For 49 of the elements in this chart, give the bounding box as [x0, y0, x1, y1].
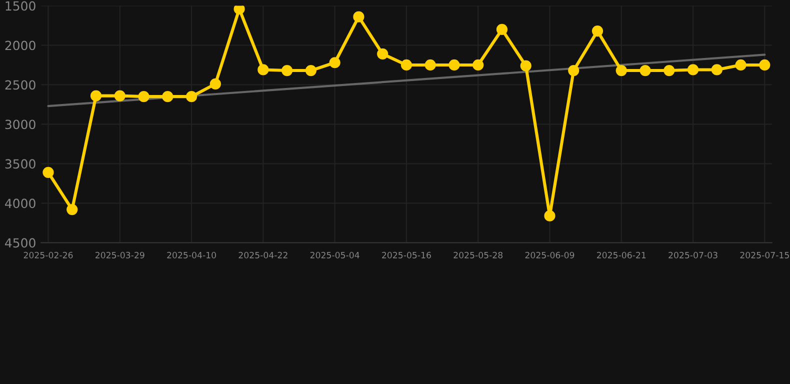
- point: [520, 60, 532, 72]
- point: [759, 59, 770, 71]
- x-tick-label: 2025-07-15: [740, 252, 789, 258]
- point: [90, 90, 102, 102]
- x-tick-label: 2025-07-03: [668, 252, 718, 258]
- point: [258, 64, 269, 76]
- point: [162, 91, 174, 102]
- point: [544, 210, 556, 222]
- point: [472, 59, 484, 71]
- x-tick-label: 2025-03-29: [95, 252, 144, 258]
- point: [42, 166, 54, 178]
- point: [592, 25, 604, 37]
- x-tick-label: 2025-05-16: [382, 252, 431, 258]
- point: [640, 64, 651, 76]
- point: [329, 57, 340, 68]
- point: [424, 59, 436, 71]
- point: [496, 24, 508, 36]
- point: [687, 64, 699, 76]
- x-tick-label: 2025-02-26: [24, 252, 73, 258]
- point: [664, 64, 675, 76]
- y-tick-label: 3500: [5, 159, 36, 169]
- point: [138, 91, 150, 102]
- point: [281, 64, 293, 76]
- point: [568, 64, 580, 76]
- y-tick-label: 4500: [5, 238, 36, 248]
- x-tick-label: 2025-06-09: [525, 252, 574, 258]
- x-tick-label: 2025-04-10: [167, 252, 216, 258]
- x-tick-label: 2025-06-21: [596, 252, 646, 258]
- y-tick-label: 1500: [6, 1, 36, 11]
- x-tick-label: 2025-05-28: [454, 252, 503, 258]
- point: [616, 64, 627, 76]
- point: [400, 59, 412, 71]
- point: [234, 6, 245, 14]
- point: [66, 204, 78, 216]
- x-tick-label: 2025-04-22: [238, 252, 288, 258]
- point: [711, 64, 722, 76]
- y-tick-label: 2500: [5, 80, 36, 90]
- y-tick-label: 3000: [5, 120, 36, 130]
- point: [210, 78, 221, 90]
- y-tick-label: 4000: [5, 198, 36, 208]
- point: [305, 64, 316, 76]
- point: [186, 91, 198, 102]
- x-tick-label: 2025-05-04: [310, 252, 360, 258]
- point: [377, 48, 388, 60]
- point: [735, 59, 746, 71]
- point: [448, 59, 460, 71]
- point: [114, 90, 126, 102]
- point: [353, 11, 364, 22]
- y-tick-label: 2000: [5, 40, 36, 50]
